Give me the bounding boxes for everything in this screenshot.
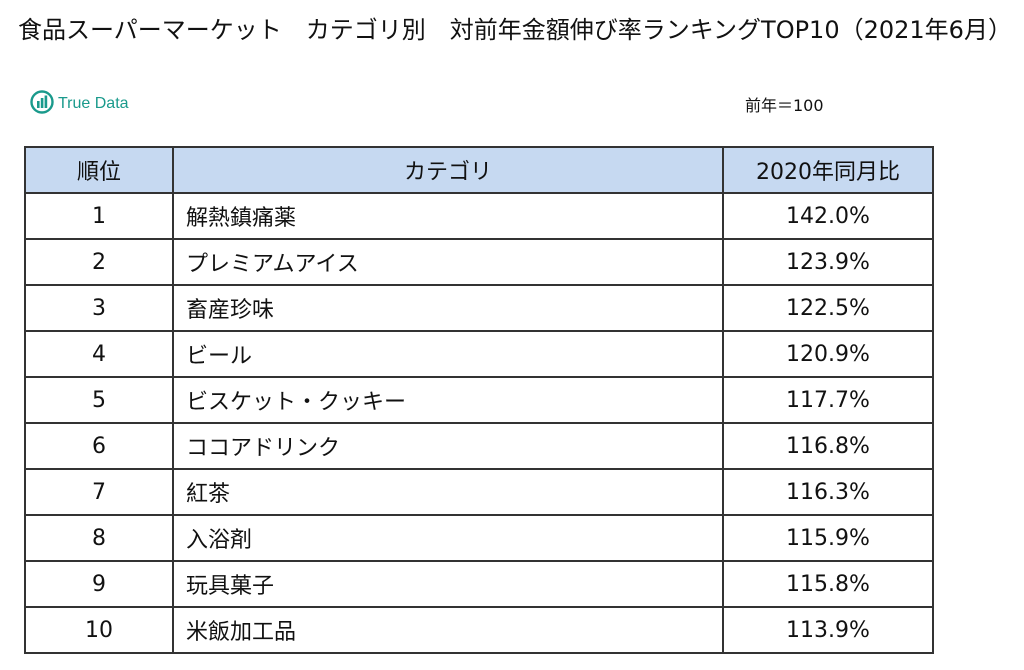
table-row: 9 玩具菓子 115.8% xyxy=(24,560,934,608)
category-cell: 入浴剤 xyxy=(172,514,724,562)
category-cell: 畜産珍味 xyxy=(172,284,724,332)
rank-cell: 9 xyxy=(24,560,174,608)
header-yoy: 2020年同月比 xyxy=(722,146,934,194)
yoy-cell: 117.7% xyxy=(722,376,934,424)
category-cell: ビール xyxy=(172,330,724,378)
yoy-cell: 142.0% xyxy=(722,192,934,240)
table-row: 3 畜産珍味 122.5% xyxy=(24,284,934,332)
category-cell: プレミアムアイス xyxy=(172,238,724,286)
header-rank: 順位 xyxy=(24,146,174,194)
table-body: 1 解熱鎮痛薬 142.0% 2 プレミアムアイス 123.9% 3 畜産珍味 122.5% 4 ビ… xyxy=(24,192,934,654)
rank-cell: 10 xyxy=(24,606,174,654)
yoy-cell: 116.8% xyxy=(722,422,934,470)
category-cell: 玩具菓子 xyxy=(172,560,724,608)
rank-cell: 3 xyxy=(24,284,174,332)
category-cell: 解熱鎮痛薬 xyxy=(172,192,724,240)
rank-cell: 6 xyxy=(24,422,174,470)
base-note: 前年＝100 xyxy=(745,96,824,115)
category-cell: 米飯加工品 xyxy=(172,606,724,654)
rank-cell: 8 xyxy=(24,514,174,562)
table-row: 1 解熱鎮痛薬 142.0% xyxy=(24,192,934,240)
yoy-cell: 116.3% xyxy=(722,468,934,516)
table-row: 2 プレミアムアイス 123.9% xyxy=(24,238,934,286)
rank-cell: 7 xyxy=(24,468,174,516)
table-row: 7 紅茶 116.3% xyxy=(24,468,934,516)
yoy-cell: 115.9% xyxy=(722,514,934,562)
rank-cell: 4 xyxy=(24,330,174,378)
table-row: 4 ビール 120.9% xyxy=(24,330,934,378)
rank-cell: 5 xyxy=(24,376,174,424)
yoy-cell: 113.9% xyxy=(722,606,934,654)
category-cell: ビスケット・クッキー xyxy=(172,376,724,424)
truedata-logo-icon xyxy=(30,90,54,118)
rank-cell: 1 xyxy=(24,192,174,240)
header-category: カテゴリ xyxy=(172,146,724,194)
table-header-row: 順位 カテゴリ 2020年同月比 xyxy=(24,146,934,194)
page-title: 食品スーパーマーケット カテゴリ別 対前年金額伸び率ランキングTOP10（202… xyxy=(18,16,1012,44)
table-row: 10 米飯加工品 113.9% xyxy=(24,606,934,654)
ranking-table: 順位 カテゴリ 2020年同月比 1 解熱鎮痛薬 142.0% 2 プレミアムアイス 12… xyxy=(24,146,934,654)
category-cell: ココアドリンク xyxy=(172,422,724,470)
logo: True Data xyxy=(30,90,129,118)
yoy-cell: 115.8% xyxy=(722,560,934,608)
table-row: 5 ビスケット・クッキー 117.7% xyxy=(24,376,934,424)
table-row: 8 入浴剤 115.9% xyxy=(24,514,934,562)
rank-cell: 2 xyxy=(24,238,174,286)
yoy-cell: 120.9% xyxy=(722,330,934,378)
table-row: 6 ココアドリンク 116.8% xyxy=(24,422,934,470)
yoy-cell: 122.5% xyxy=(722,284,934,332)
logo-text: True Data xyxy=(58,95,129,112)
category-cell: 紅茶 xyxy=(172,468,724,516)
yoy-cell: 123.9% xyxy=(722,238,934,286)
